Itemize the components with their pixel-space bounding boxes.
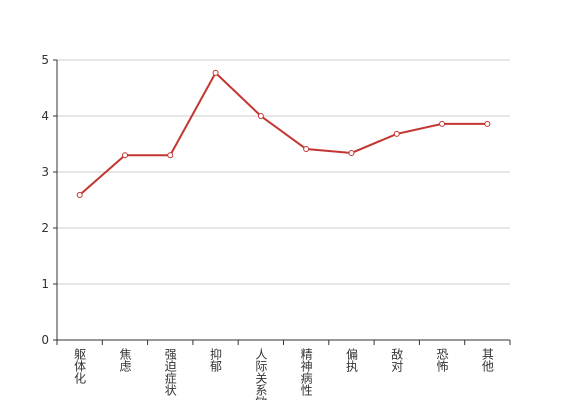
x-tick-label: 躯体化 — [73, 347, 87, 385]
point — [303, 146, 310, 153]
x-tick-label: 人际关系敏感 — [254, 348, 268, 400]
y-tick-label: 3 — [41, 165, 49, 179]
x-tick-label: 其他 — [480, 348, 494, 372]
y-tick-label: 4 — [41, 109, 49, 123]
x-tick-label: 偏执 — [344, 347, 358, 373]
x-tick-label: 恐怖 — [435, 348, 449, 372]
line — [78, 71, 488, 196]
x-tick-label: 敌对 — [390, 347, 404, 372]
point — [167, 152, 174, 159]
point — [212, 69, 219, 76]
y-tick-label: 5 — [41, 53, 49, 67]
x-tick-label: 焦虑 — [118, 348, 132, 372]
point — [121, 152, 128, 159]
point — [348, 149, 355, 156]
x-tick-label: 强迫症状 — [163, 348, 177, 396]
x-tick-label: 精神病性 — [299, 348, 313, 397]
point — [393, 130, 400, 137]
point — [439, 120, 446, 127]
y-tick-label: 2 — [41, 221, 49, 235]
y-tick-label: 0 — [41, 333, 49, 347]
point — [76, 191, 83, 198]
point — [484, 120, 491, 127]
x-tick-label: 抑郁 — [209, 347, 223, 373]
y-tick-label: 1 — [41, 277, 49, 291]
point — [257, 113, 264, 119]
